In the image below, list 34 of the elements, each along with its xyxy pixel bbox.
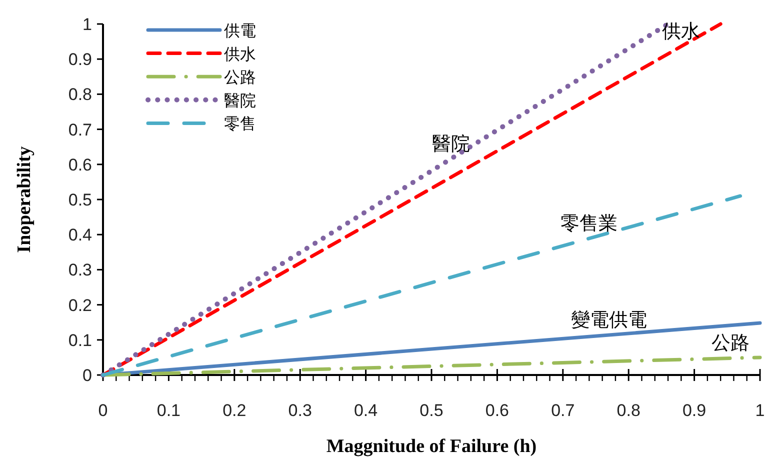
y-tick-label: 0.7 bbox=[68, 120, 92, 140]
y-axis-title: Inoperability bbox=[14, 146, 35, 253]
y-tick-label: 0.5 bbox=[68, 190, 92, 210]
legend-label: 公路 bbox=[224, 70, 256, 87]
y-tick-label: 0.9 bbox=[68, 50, 92, 70]
y-tick-label: 0 bbox=[82, 366, 92, 385]
annotation: 醫院 bbox=[432, 134, 470, 155]
legend-label: 零售 bbox=[224, 116, 256, 134]
legend-label: 供水 bbox=[224, 45, 256, 64]
x-tick-label: 0.3 bbox=[288, 401, 312, 420]
x-tick-label: 0.2 bbox=[222, 401, 246, 420]
x-tick-label: 0.6 bbox=[485, 401, 510, 420]
x-tick-label: 0 bbox=[98, 401, 108, 420]
x-tick-label: 0.5 bbox=[420, 401, 444, 420]
y-tick-label: 0.1 bbox=[68, 330, 92, 350]
x-tick-label: 0.1 bbox=[156, 401, 181, 420]
legend-label: 醫院 bbox=[224, 92, 256, 110]
x-tick-label: 0.4 bbox=[354, 401, 378, 420]
x-tick-label: 0.9 bbox=[682, 401, 706, 420]
legend-label: 供電 bbox=[224, 23, 256, 40]
y-tick-label: 0.4 bbox=[68, 226, 92, 245]
y-tick-label: 0.8 bbox=[68, 85, 92, 104]
x-tick-label: 0.8 bbox=[616, 401, 640, 420]
y-tick-label: 0.6 bbox=[68, 155, 92, 174]
annotation: 供水 bbox=[662, 21, 700, 42]
y-tick-label: 1 bbox=[82, 15, 92, 34]
annotation: 零售業 bbox=[560, 213, 618, 234]
x-tick-label: 0.7 bbox=[551, 401, 575, 420]
y-tick-label: 0.2 bbox=[68, 296, 92, 315]
x-axis-title: Maggnitude of Failure (h) bbox=[326, 436, 537, 457]
annotation: 公路 bbox=[711, 333, 750, 354]
annotation: 變電供電 bbox=[570, 310, 647, 331]
y-tick-label: 0.3 bbox=[68, 260, 92, 280]
x-tick-label: 1 bbox=[755, 401, 765, 420]
